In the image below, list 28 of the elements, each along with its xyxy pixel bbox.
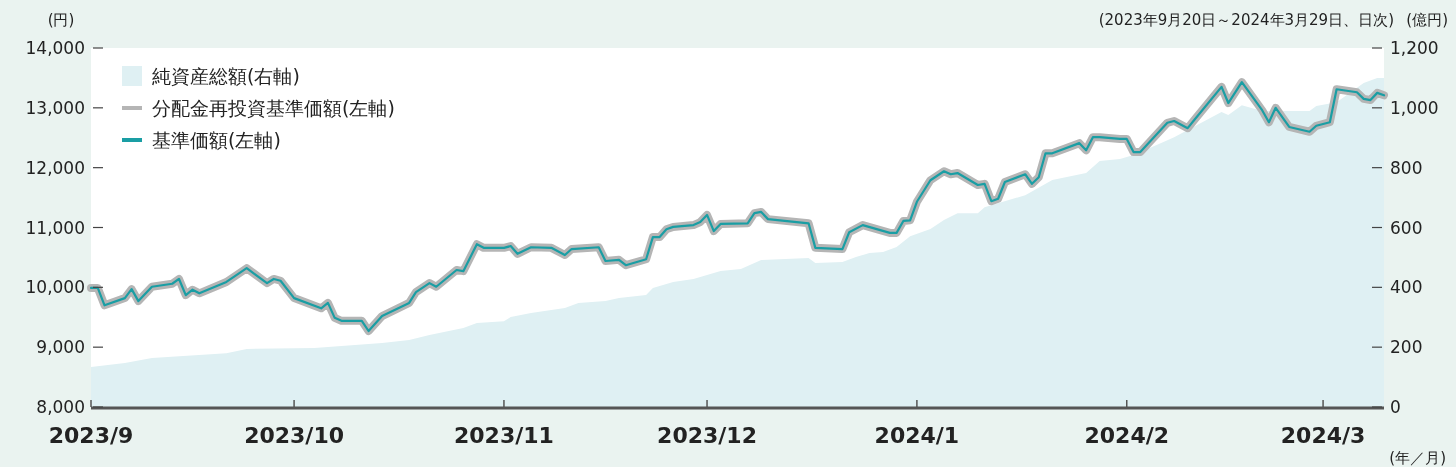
y2-tick-label: 800: [1390, 157, 1423, 178]
y-tick-label: 8,000: [36, 397, 85, 417]
y2-tick-label: 1,200: [1390, 38, 1439, 58]
legend-label: 基準価額(左軸): [152, 129, 281, 151]
y2-tick-label: 200: [1390, 337, 1423, 358]
y-tick-label: 12,000: [25, 157, 85, 178]
x-axis-title: (年／月): [1389, 449, 1446, 467]
y2-tick-label: 1,000: [1390, 97, 1439, 118]
y2-axis-title: (億円): [1406, 11, 1448, 29]
x-tick-label: 2023/12: [657, 423, 757, 448]
legend-label: 分配金再投資基準価額(左軸): [152, 97, 395, 119]
y-axis-title: (円): [47, 11, 75, 29]
x-tick-label: 2024/3: [1280, 423, 1366, 448]
y-tick-label: 13,000: [25, 97, 85, 118]
text: (2023年9月20日～2024年3月29日、日次): [1098, 11, 1394, 29]
y-tick-label: 11,000: [25, 217, 85, 238]
x-tick-label: 2023/11: [454, 423, 554, 448]
x-tick-label: 2024/1: [874, 423, 960, 448]
y2-tick-label: 400: [1390, 277, 1423, 298]
y-tick-label: 10,000: [25, 277, 85, 298]
y2-tick-label: 600: [1390, 217, 1423, 238]
legend-label: 純資産総額(右軸): [152, 65, 300, 87]
y-tick-label: 14,000: [25, 38, 85, 58]
x-tick-label: 2023/9: [48, 423, 134, 448]
x-tick-label: 2024/2: [1084, 423, 1170, 448]
x-tick-label: 2023/10: [244, 423, 345, 448]
y-tick-label: 9,000: [36, 337, 85, 358]
y2-tick-label: 0: [1390, 397, 1401, 417]
